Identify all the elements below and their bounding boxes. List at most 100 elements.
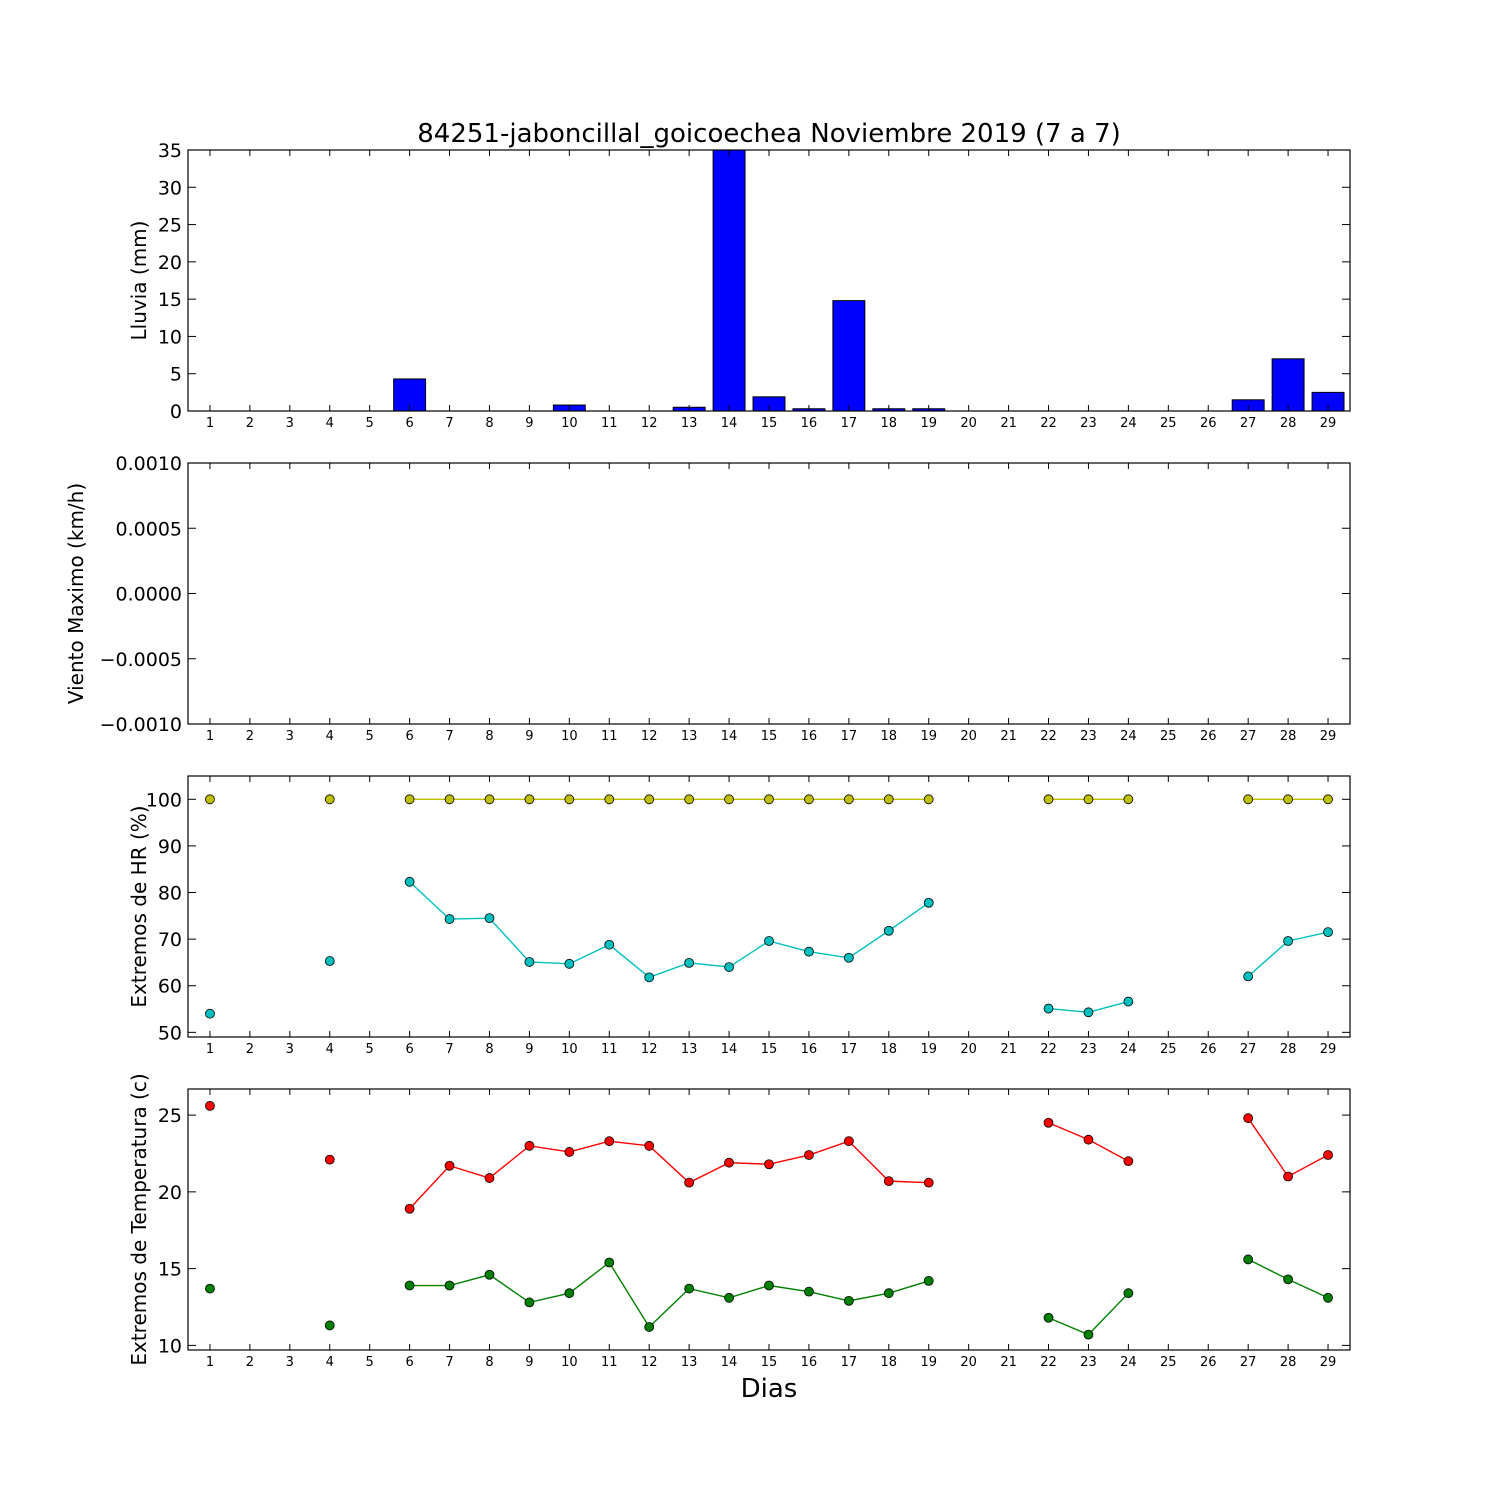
data-point [843, 1295, 854, 1306]
x-tick-label: 27 [1240, 416, 1257, 431]
x-tick-label: 4 [326, 1042, 334, 1057]
x-tick-label: 8 [485, 416, 493, 431]
x-tick-label: 28 [1280, 1355, 1297, 1370]
y-tick-label: −0.0005 [100, 649, 182, 671]
data-point [883, 925, 894, 936]
data-point [883, 1288, 894, 1299]
data-point [1323, 927, 1333, 938]
data-point [883, 794, 894, 805]
x-tick-label: 3 [286, 416, 294, 431]
x-tick-label: 11 [601, 1355, 618, 1370]
data-point [205, 1283, 215, 1294]
data-point [524, 957, 535, 967]
data-point [764, 1159, 774, 1170]
data-point [1043, 1003, 1054, 1014]
x-tick-label: 5 [366, 1355, 374, 1370]
x-tick-label: 1 [206, 416, 214, 431]
x-tick-label: 14 [721, 1355, 738, 1370]
x-tick-label: 6 [405, 729, 413, 744]
y-tick-label: 25 [158, 215, 182, 237]
x-tick-label: 29 [1320, 729, 1337, 744]
x-tick-label: 20 [960, 1355, 977, 1370]
x-tick-label: 5 [366, 729, 374, 744]
x-tick-label: 21 [1000, 416, 1017, 431]
data-point [404, 876, 415, 887]
x-tick-label: 23 [1080, 1355, 1097, 1370]
x-tick-label: 28 [1280, 1042, 1297, 1057]
x-tick-label: 19 [920, 1042, 937, 1057]
data-point [1243, 1113, 1254, 1124]
x-tick-label: 27 [1240, 729, 1257, 744]
data-point [804, 946, 814, 957]
data-point [764, 794, 774, 805]
x-tick-label: 23 [1080, 1042, 1097, 1057]
y-tick-label: −0.0010 [100, 714, 182, 736]
data-point [205, 1100, 215, 1111]
data-point [843, 952, 854, 963]
data-point [324, 1154, 335, 1165]
x-tick-label: 15 [761, 1042, 778, 1057]
data-point [1043, 1312, 1054, 1323]
x-tick-label: 26 [1200, 416, 1217, 431]
x-tick-label: 28 [1280, 416, 1297, 431]
y-tick-label: 0.0000 [116, 584, 182, 606]
series-line [1247, 1117, 1329, 1178]
data-point [644, 1322, 655, 1332]
x-tick-label: 25 [1160, 1042, 1177, 1057]
x-tick-label: 4 [326, 729, 334, 744]
x-tick-label: 5 [366, 416, 374, 431]
x-tick-label: 22 [1040, 1042, 1057, 1057]
x-tick-label: 6 [405, 1042, 413, 1057]
x-tick-label: 1 [206, 1042, 214, 1057]
data-point [1283, 1171, 1294, 1182]
x-tick-label: 16 [801, 1042, 818, 1057]
x-tick-label: 20 [960, 416, 977, 431]
x-tick-label: 19 [920, 729, 937, 744]
x-tick-label: 11 [601, 729, 618, 744]
data-point [764, 936, 774, 946]
data-point [604, 1257, 615, 1268]
y-tick-label: 10 [158, 1335, 182, 1357]
data-point [484, 913, 495, 924]
x-tick-label: 1 [206, 1355, 214, 1370]
y-tick-label: 5 [170, 364, 182, 386]
data-point [644, 972, 655, 983]
x-tick-label: 2 [246, 1355, 254, 1370]
data-point [1083, 1329, 1094, 1340]
data-point [923, 1177, 934, 1188]
data-point [604, 939, 615, 950]
x-tick-label: 4 [326, 1355, 334, 1370]
y-axis-label: Lluvia (mm) [127, 221, 151, 341]
y-tick-label: 0.0010 [116, 453, 182, 475]
data-point [804, 1286, 814, 1297]
data-point [524, 1140, 535, 1151]
data-point [764, 1280, 774, 1291]
data-point [484, 1269, 495, 1280]
x-tick-label: 12 [641, 1355, 658, 1370]
x-tick-label: 21 [1000, 1355, 1017, 1370]
data-point [444, 1160, 455, 1171]
bar [832, 300, 866, 412]
data-point [724, 1157, 734, 1168]
x-tick-label: 25 [1160, 729, 1177, 744]
data-point [684, 1283, 695, 1294]
x-tick-label: 6 [405, 1355, 413, 1370]
x-tick-label: 17 [841, 1042, 858, 1057]
data-point [644, 1140, 655, 1151]
data-point [724, 1292, 734, 1303]
x-tick-label: 17 [841, 1355, 858, 1370]
data-point [684, 957, 695, 968]
x-tick-label: 8 [485, 1042, 493, 1057]
data-point [1083, 1007, 1094, 1018]
x-tick-label: 10 [561, 1042, 578, 1057]
y-tick-label: 80 [158, 883, 182, 905]
axes-frame [187, 775, 1351, 1038]
x-tick-label: 26 [1200, 1042, 1217, 1057]
x-tick-label: 2 [246, 1042, 254, 1057]
x-tick-label: 24 [1120, 1042, 1137, 1057]
x-tick-label: 12 [641, 729, 658, 744]
